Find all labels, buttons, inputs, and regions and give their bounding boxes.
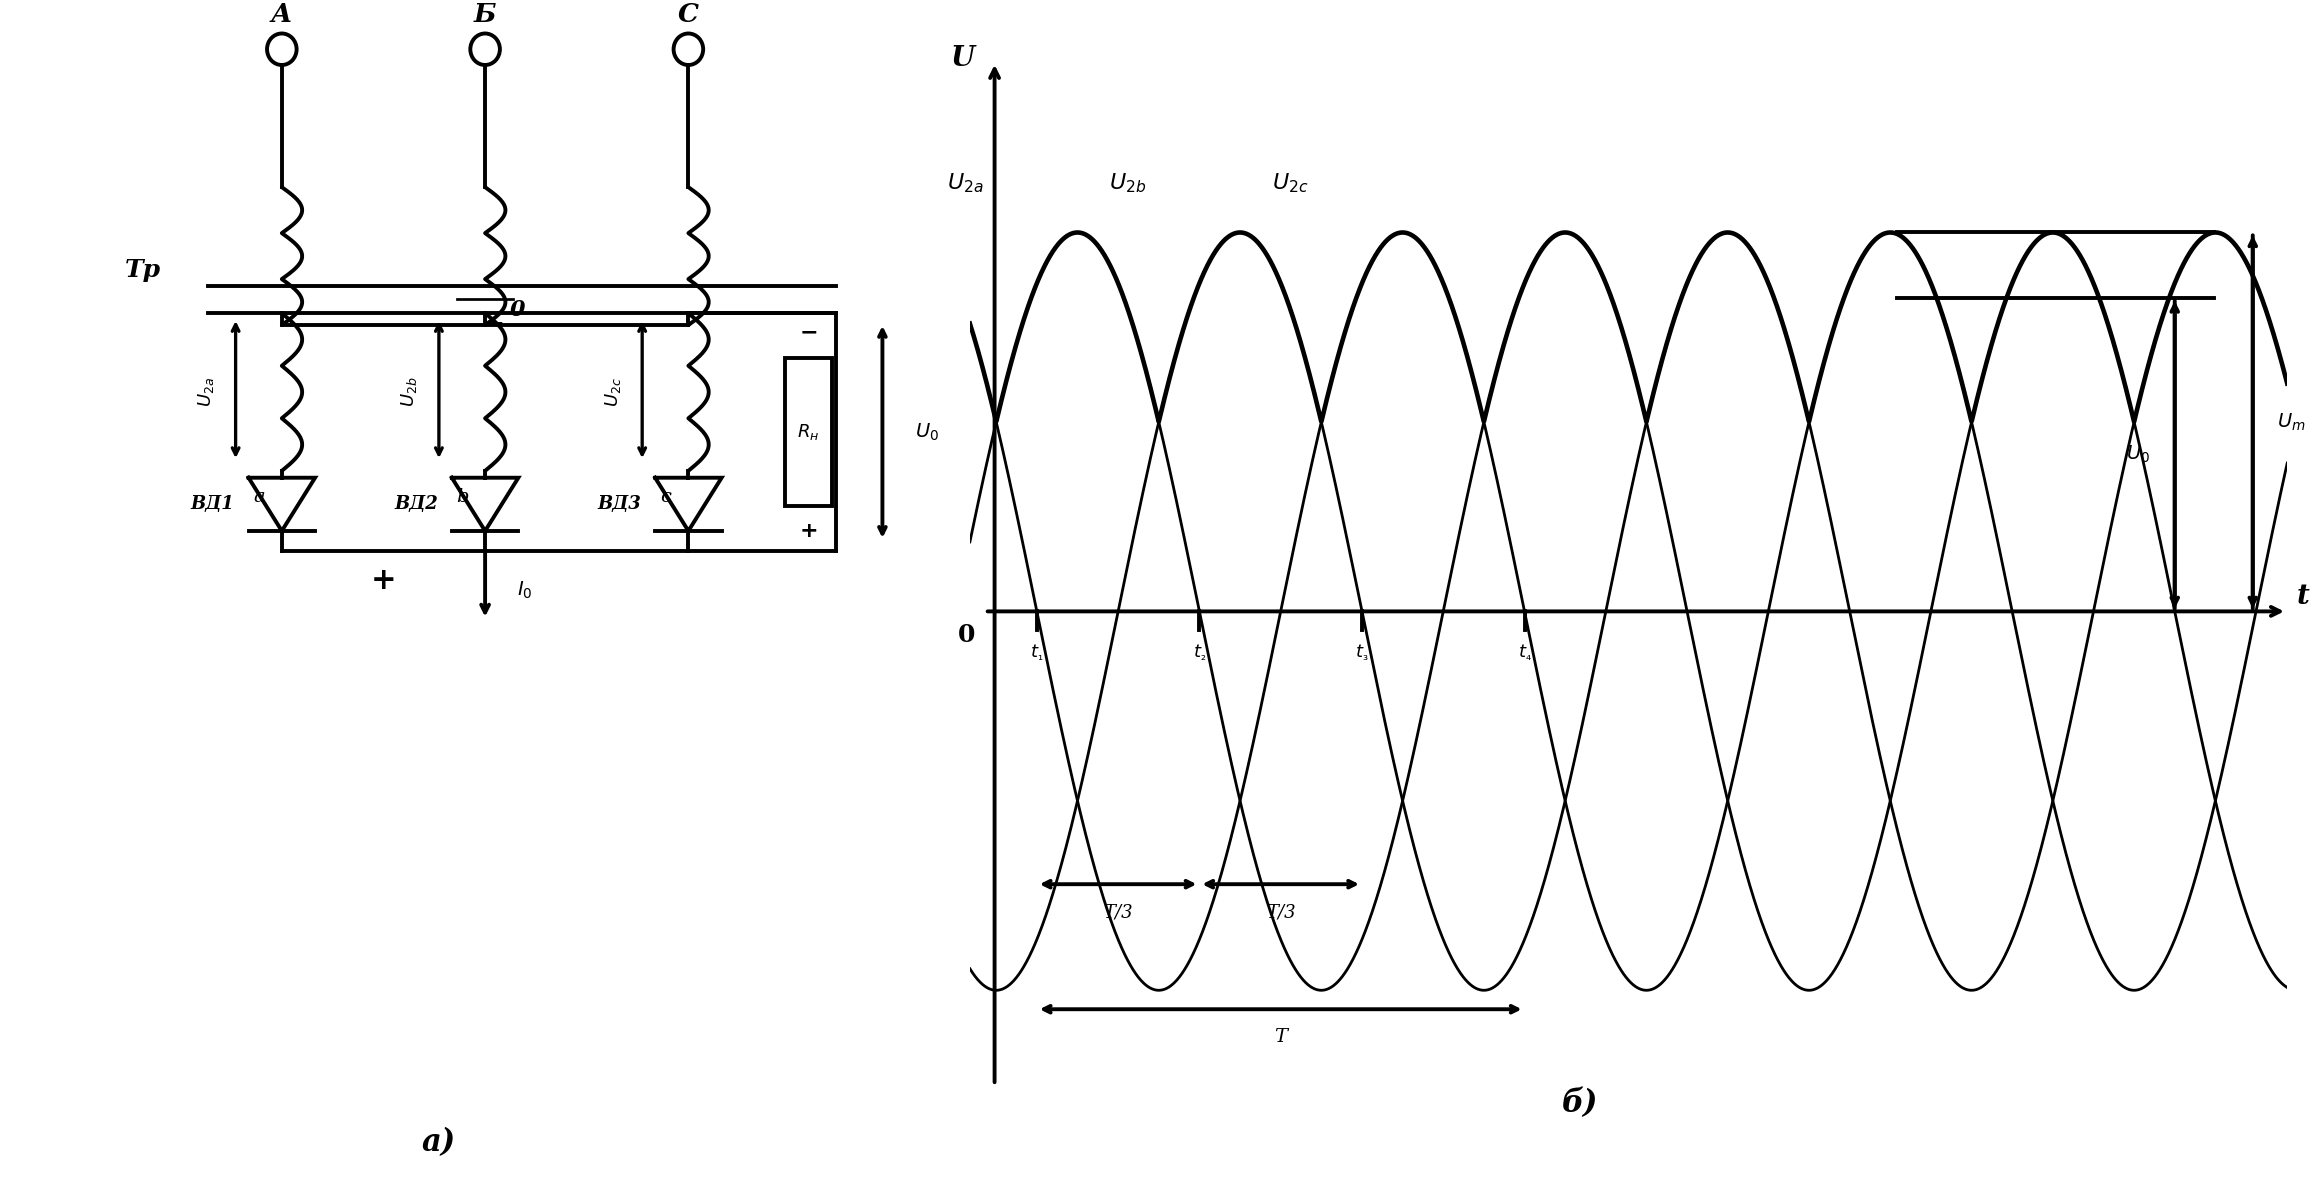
Text: 0: 0 [959, 623, 975, 647]
Text: $U_{2c}$: $U_{2c}$ [603, 377, 624, 407]
Text: $U_{2a}$: $U_{2a}$ [947, 171, 984, 195]
Text: T: T [1275, 1028, 1287, 1046]
Text: $I_0$: $I_0$ [517, 579, 534, 600]
Text: С: С [677, 2, 700, 27]
Text: b: b [455, 488, 469, 506]
Text: $U_{2a}$: $U_{2a}$ [196, 377, 217, 407]
Text: $U_{2c}$: $U_{2c}$ [1273, 171, 1310, 195]
Text: +: + [799, 521, 818, 541]
Text: ВД1: ВД1 [192, 495, 233, 513]
Text: $t_₂$: $t_₂$ [1192, 642, 1206, 662]
Text: $t_₃$: $t_₃$ [1356, 642, 1370, 662]
Text: $t_₄$: $t_₄$ [1518, 642, 1532, 662]
Text: $t_₁$: $t_₁$ [1030, 642, 1044, 662]
Text: U: U [952, 45, 975, 72]
Text: а): а) [423, 1128, 455, 1158]
Text: $U_0$: $U_0$ [915, 421, 938, 442]
Text: −: − [799, 323, 818, 343]
Text: c: c [661, 488, 670, 506]
Text: ВД2: ВД2 [395, 495, 437, 513]
Text: А: А [270, 2, 293, 27]
Text: $U_0$: $U_0$ [2125, 444, 2151, 466]
Text: ВД3: ВД3 [598, 495, 640, 513]
Text: 0: 0 [511, 299, 524, 322]
Text: T/3: T/3 [1104, 903, 1132, 921]
Text: +: + [370, 566, 397, 595]
Text: $U_{2b}$: $U_{2b}$ [400, 377, 420, 408]
Text: Б: Б [474, 2, 497, 27]
Text: Тр: Тр [125, 258, 162, 281]
Text: б): б) [1562, 1089, 1599, 1119]
Text: −: − [483, 311, 506, 335]
Text: t: t [2296, 583, 2310, 610]
Bar [785, 357, 832, 506]
Text: T/3: T/3 [1266, 903, 1296, 921]
Text: $U_m$: $U_m$ [2278, 411, 2305, 433]
Text: $R_н$: $R_н$ [797, 422, 820, 442]
Text: a: a [252, 488, 266, 506]
Text: $U_{2b}$: $U_{2b}$ [1109, 171, 1146, 195]
